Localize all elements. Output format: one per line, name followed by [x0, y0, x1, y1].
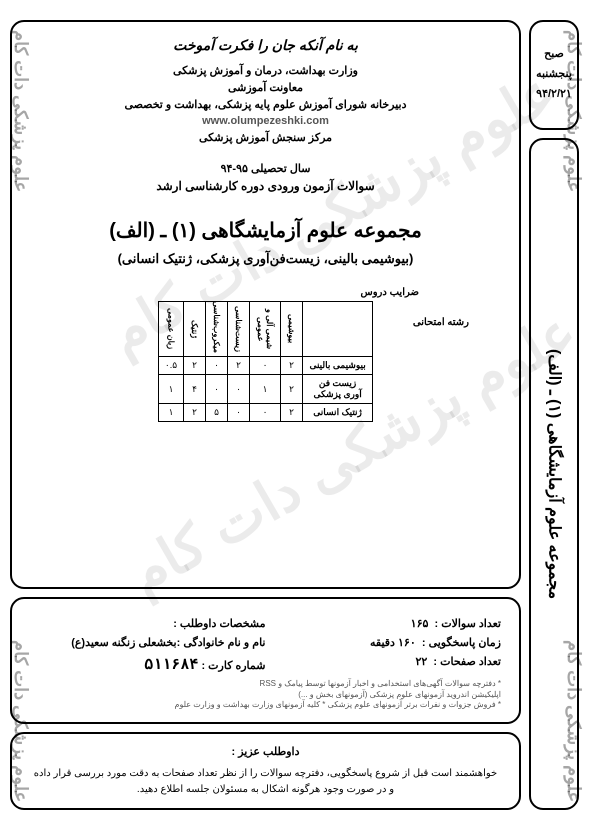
- coeff-label: ضرایب دروس: [32, 287, 419, 298]
- subtitle: (بیوشیمی بالینی، زیست‌فن‌آوری پزشکی، ژنت…: [32, 251, 499, 267]
- cell: ۰: [250, 404, 281, 422]
- table-row: زیست فن آوری پزشکی ۲ ۱ ۰ ۰ ۴ ۱: [158, 375, 372, 404]
- fine-print: * دفترچه سوالات آگهی‌های استخدامی و اخبا…: [30, 679, 501, 710]
- cell: ۲: [281, 357, 303, 375]
- cell: ۲: [228, 357, 250, 375]
- cell: ۲: [184, 357, 206, 375]
- cell: ۱: [158, 375, 183, 404]
- info-block: تعداد سوالات : ۱۶۵ مشخصات داوطلب : زمان …: [10, 597, 521, 724]
- header-block: به نام آنکه جان را فکرت آموخت وزارت بهدا…: [10, 20, 521, 589]
- col-header: زیست‌شناسی: [228, 302, 250, 357]
- ministry-line: وزارت بهداشت، درمان و آموزش پزشکی: [32, 64, 499, 77]
- cell: ۴: [184, 375, 206, 404]
- cell: ۵: [206, 404, 228, 422]
- table-header-row: بیوشیمی شیمی آلی و عمومی زیست‌شناسی میکر…: [158, 302, 372, 357]
- answer-time: زمان پاسخگویی : ۱۶۰ دقیقه: [266, 636, 502, 649]
- notice-text: خواهشمند است قبل از شروع پاسخگویی، دفترچ…: [30, 766, 501, 798]
- col-header: شیمی آلی و عمومی: [250, 302, 281, 357]
- cell: ۰: [228, 375, 250, 404]
- row-name: بیوشیمی بالینی: [303, 357, 373, 375]
- cell: ۱: [158, 404, 183, 422]
- coeff-table: بیوشیمی شیمی آلی و عمومی زیست‌شناسی میکر…: [158, 301, 373, 422]
- url-text: www.olumpezeshki.com: [32, 115, 499, 127]
- cell: ۰: [228, 404, 250, 422]
- col-header: میکروب‌شناسی: [206, 302, 228, 357]
- watermark-side: علوم پزشکی دات کام: [563, 30, 585, 192]
- cell: ۱: [250, 375, 281, 404]
- notice-block: داوطلب عزیز : خواهشمند است قبل از شروع پ…: [10, 732, 521, 810]
- invocation: به نام آنکه جان را فکرت آموخت: [32, 37, 499, 54]
- q-count: تعداد سوالات : ۱۶۵: [266, 617, 502, 630]
- card-number: شماره کارت : ۵۱۱۶۸۴: [30, 655, 266, 673]
- candidate-name: نام و نام خانوادگی :بخشعلی زنگنه سعید(ع): [30, 636, 266, 649]
- watermark-side: علوم پزشکی دات کام: [563, 640, 585, 802]
- page: به نام آنکه جان را فکرت آموخت وزارت بهدا…: [10, 20, 579, 810]
- cell: ۰: [206, 375, 228, 404]
- table-row: ژنتیک انسانی ۲ ۰ ۰ ۵ ۲ ۱: [158, 404, 372, 422]
- main-title: مجموعه علوم آزمایشگاهی (۱) ـ (الف): [32, 218, 499, 243]
- main-column: به نام آنکه جان را فکرت آموخت وزارت بهدا…: [10, 20, 521, 810]
- vertical-title: مجموعه علوم آزمایشگاهی (۱) ـ (الف): [545, 349, 564, 599]
- col-header: بیوشیمی: [281, 302, 303, 357]
- academic-year: سال تحصیلی ۹۵-۹۴: [32, 162, 499, 175]
- cell: ۰.۵: [158, 357, 183, 375]
- col-header: زبان عمومی: [158, 302, 183, 357]
- table-row: بیوشیمی بالینی ۲ ۰ ۲ ۰ ۲ ۰.۵: [158, 357, 372, 375]
- row-name: ژنتیک انسانی: [303, 404, 373, 422]
- page-count: تعداد صفحات : ۲۲: [266, 655, 502, 673]
- ministry-lines: وزارت بهداشت، درمان و آموزش پزشکی معاونت…: [32, 64, 499, 144]
- cell: ۲: [281, 375, 303, 404]
- cell: ۲: [281, 404, 303, 422]
- cell: ۰: [250, 357, 281, 375]
- field-label: رشته امتحانی: [413, 317, 469, 328]
- ministry-line: مرکز سنجش آموزش پزشکی: [32, 131, 499, 144]
- time-label: صبح: [544, 45, 564, 65]
- spec-label: مشخصات داوطلب :: [30, 617, 266, 630]
- ministry-line: معاونت آموزشی: [32, 81, 499, 94]
- row-name: زیست فن آوری پزشکی: [303, 375, 373, 404]
- col-header: ژنتیک: [184, 302, 206, 357]
- exam-title-line: سوالات آزمون ورودی دوره کارشناسی ارشد: [32, 179, 499, 193]
- cell: ۰: [206, 357, 228, 375]
- notice-title: داوطلب عزیز :: [30, 744, 501, 762]
- ministry-line: دبیرخانه شورای آموزش علوم پایه پزشکی، به…: [32, 98, 499, 111]
- cell: ۲: [184, 404, 206, 422]
